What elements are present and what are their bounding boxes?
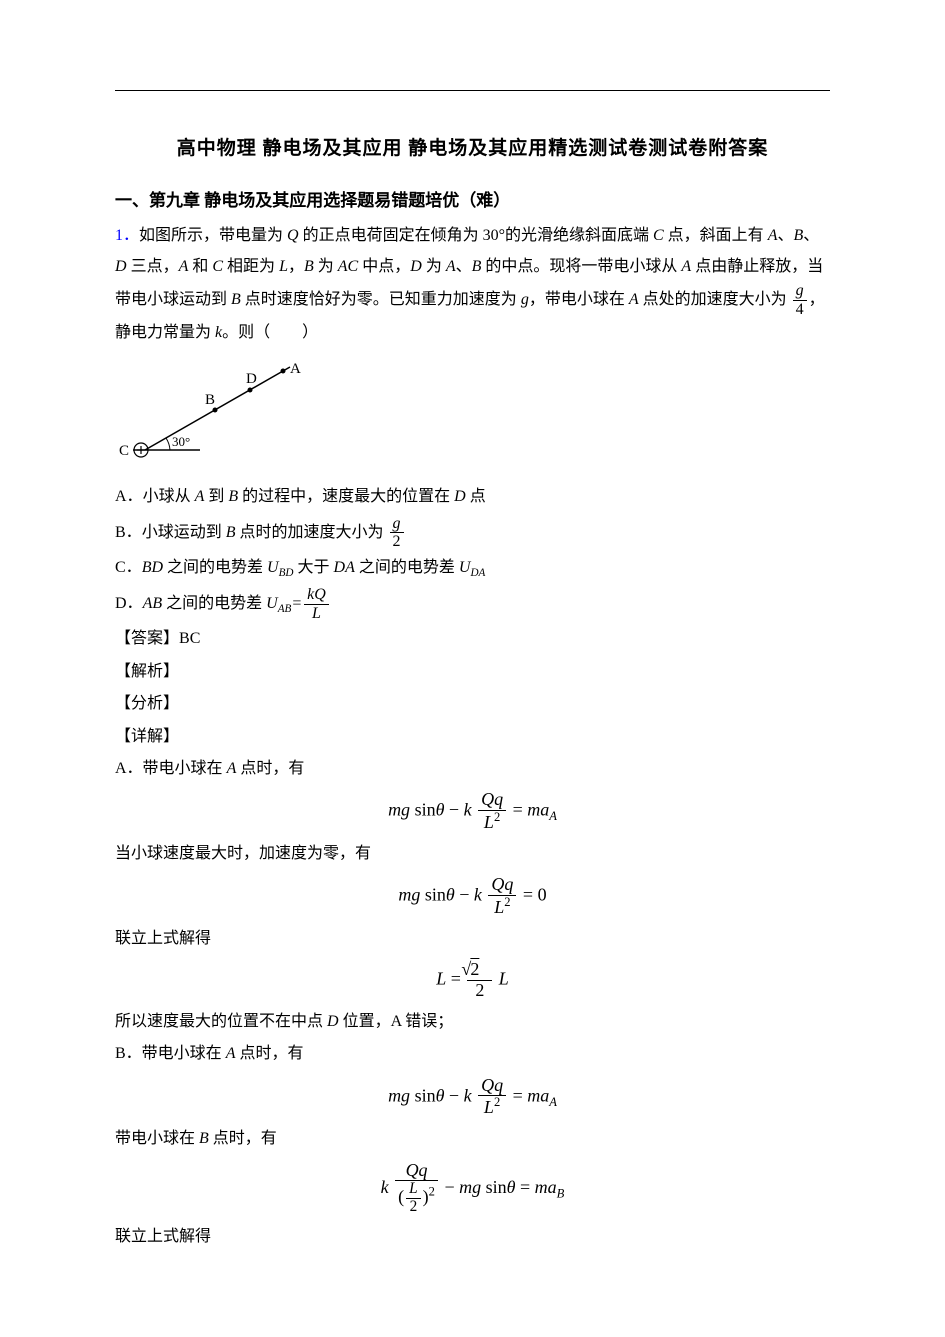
sol-eq2: mg sinθ − k QqL2 = 0: [115, 875, 830, 918]
sol-B-line2: 带电小球在 B 点时，有: [115, 1124, 830, 1154]
q1-option-D: D．AB 之间的电势差 UAB=kQL: [115, 586, 830, 622]
doc-title: 高中物理 静电场及其应用 静电场及其应用精选测试卷测试卷附答案: [115, 131, 830, 167]
sol-eq4: mg sinθ − k QqL2 = maA: [115, 1076, 830, 1119]
q1-option-B: B．小球运动到 B 点时的加速度大小为 g2: [115, 515, 830, 551]
diagram-label-C: C: [119, 443, 129, 459]
diagram-label-A: A: [290, 361, 301, 377]
sol-B-line3: 联立上式解得: [115, 1222, 830, 1252]
sol-B-line1: B．带电小球在 A 点时，有: [115, 1039, 830, 1069]
q1-option-A: A．小球从 A 到 B 的过程中，速度最大的位置在 D 点: [115, 482, 830, 512]
jiexi-label: 【解析】: [115, 657, 830, 687]
sol-A-line1: A．带电小球在 A 点时，有: [115, 754, 830, 784]
sol-A-line2: 当小球速度最大时，加速度为零，有: [115, 839, 830, 869]
sol-eq1: mg sinθ − k QqL2 = maA: [115, 790, 830, 833]
q1-stem: 1．如图所示，带电量为 Q 的正点电荷固定在倾角为 30°的光滑绝缘斜面底端 C…: [115, 221, 830, 348]
fenxi-label: 【分析】: [115, 689, 830, 719]
page: 高中物理 静电场及其应用 静电场及其应用精选测试卷测试卷附答案 一、第九章 静电…: [0, 0, 945, 1314]
diagram-label-D: D: [246, 371, 257, 387]
xiangjie-label: 【详解】: [115, 722, 830, 752]
section-heading: 一、第九章 静电场及其应用选择题易错题培优（难）: [115, 185, 830, 217]
top-rule: [115, 90, 830, 91]
sol-eq3: L = 2√2 L: [115, 960, 830, 1001]
answer-line: 【答案】BC: [115, 624, 830, 654]
q1-option-C: C．BD 之间的电势差 UBD 大于 DA 之间的电势差 UDA: [115, 553, 830, 584]
q1-diagram: C 30° B D A: [115, 355, 830, 476]
diagram-label-angle: 30°: [172, 434, 190, 449]
sol-A-line3: 联立上式解得: [115, 924, 830, 954]
sol-A-line4: 所以速度最大的位置不在中点 D 位置，A 错误；: [115, 1007, 830, 1037]
diagram-label-B: B: [205, 392, 215, 408]
sol-eq5: k Qq (L2)2 − mg sinθ = maB: [115, 1161, 830, 1216]
q1-number: 1．: [115, 227, 139, 244]
incline-svg: C 30° B D A: [115, 355, 315, 465]
